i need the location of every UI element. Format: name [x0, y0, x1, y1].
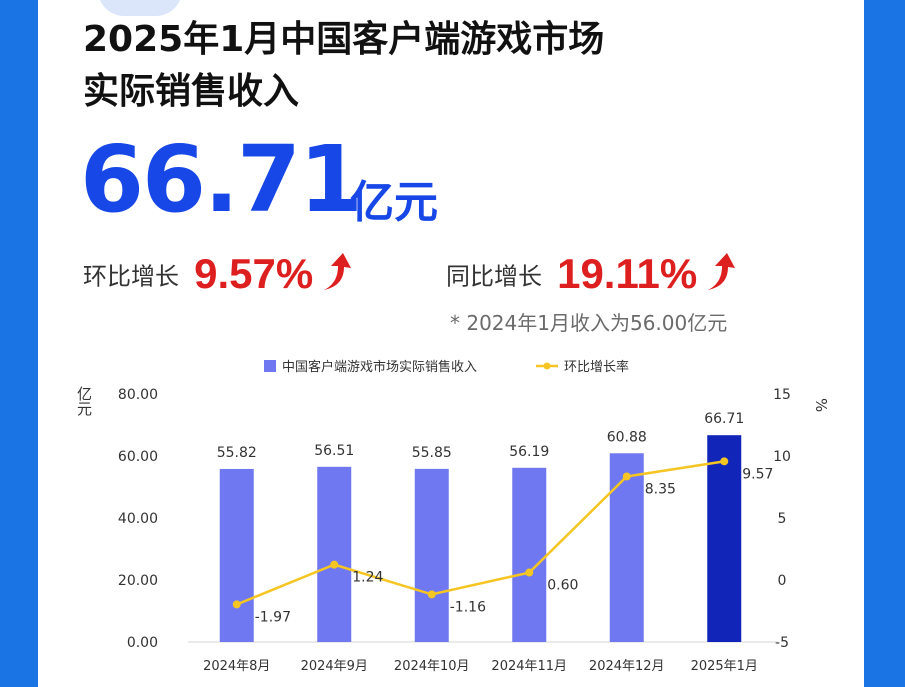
bar: [512, 467, 547, 642]
x-tick-label: 2024年11月: [491, 659, 567, 674]
bar: [414, 468, 449, 642]
y-left-tick-label: 60.00: [118, 449, 158, 465]
chart-legend: 中国客户端游戏市场实际销售收入 环比增长率: [264, 359, 629, 375]
title-line-2: 实际销售收入: [83, 71, 300, 112]
y-left-tick-label: 0.00: [127, 635, 158, 651]
bar: [707, 435, 742, 642]
headline-value: 66.71: [80, 126, 363, 233]
y-left-tick-label: 40.00: [118, 511, 158, 527]
x-tick-label: 2024年12月: [589, 659, 665, 674]
bar: [317, 466, 352, 642]
y-left-axis-title: 亿元: [75, 386, 93, 417]
headline-unit: 亿元: [350, 177, 438, 228]
growth-point: [427, 590, 436, 599]
yoy-growth-label: 同比增长: [446, 262, 542, 291]
infographic-card: 2025年1月中国客户端游戏市场 实际销售收入 66.71 亿元 环比增长 9.…: [38, 0, 864, 687]
mom-growth-stat: 环比增长 9.57%: [83, 250, 352, 300]
y-right-tick-label: -5: [775, 635, 789, 651]
bar-value-label: 60.88: [607, 429, 647, 445]
x-axis: 2024年8月 2024年9月 2024年10月 2024年11月 2024年12月 20…: [203, 659, 758, 674]
growth-value-label: 0.60: [547, 578, 578, 594]
growth-point: [330, 560, 339, 569]
growth-value-label: 1.24: [352, 570, 383, 586]
bar: [219, 468, 254, 642]
logo-decoration: [98, 0, 182, 16]
mom-growth-value: 9.57%: [194, 250, 314, 297]
y-right-tick-label: 10: [773, 449, 791, 465]
growth-value-label: 8.35: [645, 481, 676, 497]
legend-label-bar: 中国客户端游戏市场实际销售收入: [282, 359, 477, 375]
growth-line: [236, 460, 725, 606]
x-tick-label: 2024年8月: [203, 659, 270, 674]
bar-series: 55.82 56.51 55.85 56.19 60.88 66.71: [217, 411, 744, 642]
y-left-tick-label: 20.00: [118, 573, 158, 589]
yoy-growth-value: 19.11%: [557, 250, 698, 297]
line-series: -1.97 1.24 -1.16 0.60 8.35 9.57: [232, 457, 773, 625]
yoy-footnote: * 2024年1月收入为56.00亿元: [450, 311, 728, 335]
bar: [609, 453, 644, 642]
page-title: 2025年1月中国客户端游戏市场 实际销售收入: [83, 14, 604, 118]
revenue-chart: 中国客户端游戏市场实际销售收入 环比增长率 亿元 % 0.00 20.00 40.0…: [75, 359, 830, 674]
y-right-axis: -5 0 5 10 15: [773, 387, 791, 651]
growth-value-label: 9.57: [742, 466, 773, 482]
up-arrow-icon: [706, 252, 736, 296]
up-arrow-icon: [322, 252, 352, 296]
y-right-tick-label: 15: [773, 387, 791, 403]
growth-value-label: -1.16: [450, 599, 486, 615]
legend-label-line: 环比增长率: [564, 359, 629, 375]
x-tick-label: 2024年10月: [394, 659, 470, 674]
y-right-tick-label: 0: [778, 573, 787, 589]
y-right-tick-label: 5: [778, 511, 787, 527]
bar-value-label: 66.71: [704, 411, 744, 427]
bar-value-label: 55.85: [412, 445, 452, 461]
yoy-growth-stat: 同比增长 19.11%: [446, 250, 736, 300]
growth-point: [622, 472, 631, 481]
bar-value-label: 56.19: [509, 444, 549, 460]
title-line-1: 2025年1月中国客户端游戏市场: [83, 19, 605, 60]
growth-value-label: -1.97: [255, 609, 291, 625]
growth-point: [232, 600, 241, 609]
bar-value-label: 55.82: [217, 445, 257, 461]
x-tick-label: 2024年9月: [301, 659, 368, 674]
legend-swatch-marker: [543, 362, 551, 370]
y-left-tick-label: 80.00: [118, 387, 158, 403]
mom-growth-label: 环比增长: [83, 262, 179, 291]
bar-value-label: 56.51: [314, 443, 354, 459]
y-right-axis-title: %: [812, 398, 830, 412]
legend-swatch-bar: [264, 360, 276, 372]
x-tick-label: 2025年1月: [691, 659, 758, 674]
y-left-axis: 0.00 20.00 40.00 60.00 80.00: [118, 387, 158, 651]
growth-point: [720, 457, 729, 466]
growth-point: [525, 568, 534, 577]
